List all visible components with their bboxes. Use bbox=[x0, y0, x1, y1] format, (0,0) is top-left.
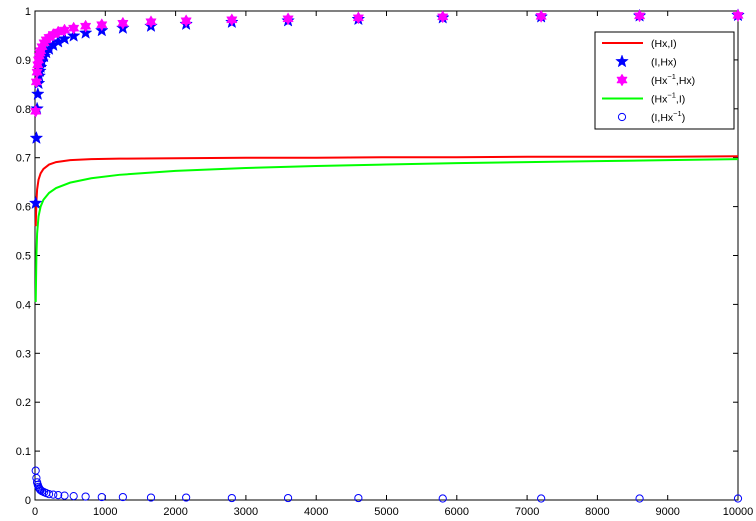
data-point bbox=[30, 86, 45, 100]
data-point bbox=[79, 19, 92, 33]
data-point bbox=[282, 12, 294, 26]
legend-item: (I,Hx−1) bbox=[617, 109, 685, 124]
data-point bbox=[68, 21, 80, 35]
data-point bbox=[57, 31, 72, 45]
series-line bbox=[34, 155, 739, 227]
x-tick-label: 2000 bbox=[163, 506, 187, 518]
data-point bbox=[35, 484, 44, 493]
y-tick-label: 0.8 bbox=[16, 104, 31, 116]
data-point bbox=[438, 494, 447, 503]
legend-label-tail: ,I) bbox=[676, 94, 685, 106]
legend-label: (Hx,I) bbox=[651, 38, 677, 50]
legend-item: (I,Hx) bbox=[615, 54, 677, 69]
data-point bbox=[49, 490, 58, 499]
data-point bbox=[44, 490, 54, 499]
legend-label-base: (Hx bbox=[651, 75, 668, 87]
legend: (Hx,I)(I,Hx)(Hx−1,Hx)(Hx−1,I)(I,Hx−1) bbox=[594, 31, 735, 130]
legend-label-base: (Hx,I) bbox=[651, 38, 677, 50]
legend-label-tail: ,Hx) bbox=[676, 75, 695, 87]
legend-label-tail: ) bbox=[682, 112, 686, 124]
x-tick-label: 9000 bbox=[655, 506, 679, 518]
data-point bbox=[733, 494, 743, 503]
legend-marker-swatch bbox=[615, 54, 629, 68]
data-point bbox=[182, 493, 191, 502]
data-point bbox=[117, 16, 129, 30]
legend-label-base: (I,Hx) bbox=[651, 57, 677, 69]
data-point bbox=[30, 75, 43, 89]
series-line bbox=[34, 158, 739, 302]
series-2 bbox=[30, 8, 744, 118]
legend-item: (Hx,I) bbox=[602, 38, 677, 50]
y-tick-label: 0.7 bbox=[16, 153, 31, 165]
x-tick-label: 3000 bbox=[234, 506, 258, 518]
x-tick-label: 0 bbox=[32, 506, 38, 518]
data-point bbox=[180, 14, 192, 28]
legend-label-superscript: −1 bbox=[673, 109, 682, 118]
legend-label-superscript: −1 bbox=[667, 91, 676, 100]
legend-label-base: (I,Hx bbox=[651, 112, 674, 124]
data-point bbox=[227, 493, 236, 503]
data-point bbox=[30, 104, 42, 118]
y-tick-label: 0.5 bbox=[16, 251, 31, 263]
data-point bbox=[633, 9, 646, 23]
y-tick-label: 0.6 bbox=[16, 202, 31, 214]
data-point bbox=[226, 13, 238, 27]
series-layer bbox=[28, 8, 745, 503]
x-tick-label: 6000 bbox=[445, 506, 469, 518]
data-point bbox=[54, 491, 63, 500]
x-tick-label: 8000 bbox=[585, 506, 609, 518]
data-point bbox=[35, 485, 45, 494]
series-3 bbox=[34, 158, 739, 302]
legend-label-superscript: −1 bbox=[667, 72, 676, 81]
data-point bbox=[635, 494, 644, 503]
y-tick-label: 0.3 bbox=[16, 348, 31, 360]
data-point bbox=[28, 195, 43, 210]
legend-label: (Hx−1,I) bbox=[651, 91, 685, 106]
y-tick-label: 0.1 bbox=[16, 446, 31, 458]
data-point bbox=[29, 130, 44, 144]
data-point bbox=[437, 10, 449, 24]
data-point bbox=[60, 491, 69, 500]
data-point bbox=[146, 493, 156, 502]
x-tick-label: 4000 bbox=[304, 506, 328, 518]
y-tick-label: 0.4 bbox=[16, 299, 31, 311]
data-point bbox=[535, 9, 547, 23]
x-tick-label: 5000 bbox=[374, 506, 398, 518]
legend-item: (Hx−1,Hx) bbox=[616, 72, 695, 87]
data-point bbox=[97, 492, 106, 502]
data-point bbox=[118, 492, 127, 502]
data-point bbox=[732, 8, 744, 22]
legend-item: (Hx−1,I) bbox=[602, 91, 685, 106]
legend-label: (I,Hx−1) bbox=[651, 109, 685, 124]
axes: 0 1000 2000 3000 4000 5000 6000 7000 8000 9000 100… bbox=[16, 6, 754, 518]
legend-marker-swatch bbox=[616, 73, 628, 87]
data-point bbox=[58, 23, 71, 37]
data-point bbox=[283, 493, 293, 503]
legend-label: (Hx−1,Hx) bbox=[651, 72, 695, 87]
legend-label: (I,Hx) bbox=[651, 57, 677, 69]
y-tick-label: 0 bbox=[25, 495, 31, 507]
data-point bbox=[66, 28, 81, 42]
data-point bbox=[537, 494, 546, 503]
y-tick-label: 0.9 bbox=[16, 55, 31, 67]
x-tick-label: 7000 bbox=[515, 506, 539, 518]
y-tick-label: 0.2 bbox=[16, 397, 31, 409]
data-point bbox=[96, 18, 108, 32]
data-point bbox=[354, 493, 363, 503]
legend-label-base: (Hx bbox=[651, 94, 668, 106]
x-tick-label: 1000 bbox=[93, 506, 117, 518]
y-tick-label: 1 bbox=[25, 6, 31, 18]
data-point bbox=[352, 11, 365, 25]
legend-marker-swatch bbox=[617, 112, 627, 122]
data-point bbox=[145, 15, 157, 29]
data-point bbox=[81, 492, 90, 501]
data-point bbox=[69, 491, 78, 501]
x-tick-label: 10000 bbox=[723, 506, 754, 518]
series-0 bbox=[34, 155, 739, 227]
series-4 bbox=[31, 466, 743, 503]
